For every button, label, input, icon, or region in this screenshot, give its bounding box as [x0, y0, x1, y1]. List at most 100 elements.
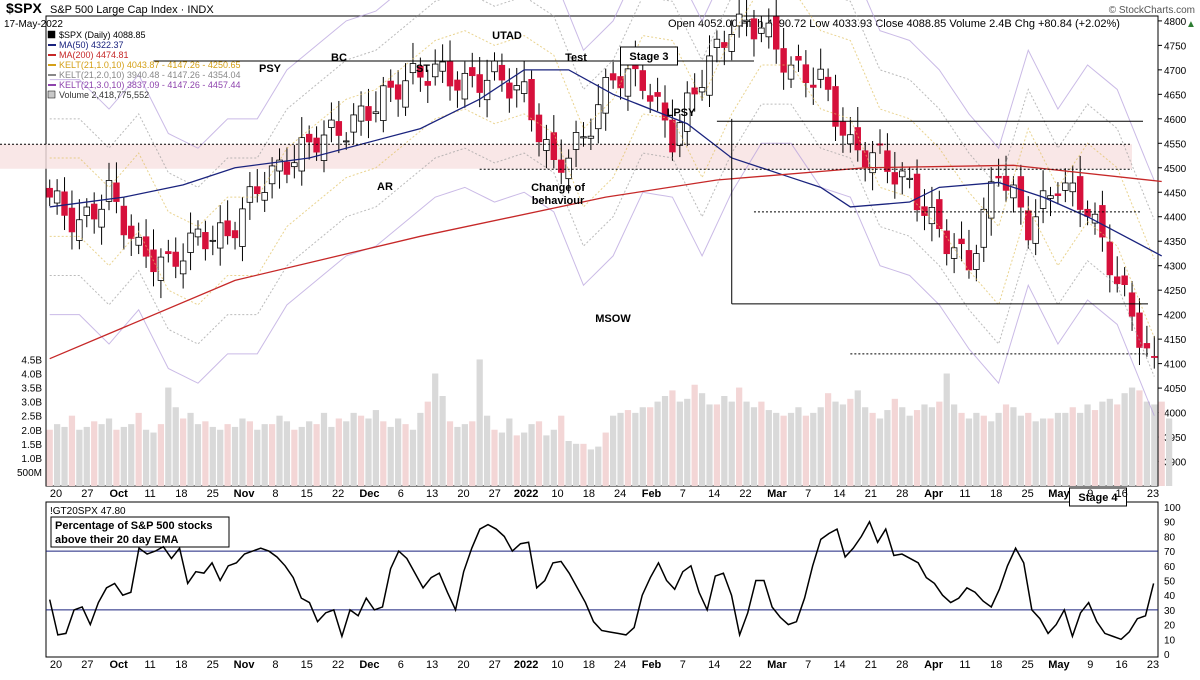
volume-bar — [1099, 401, 1106, 486]
annotation-label: LPSY — [667, 107, 696, 119]
annotation-label: ST — [416, 63, 430, 75]
candle-body — [520, 81, 528, 94]
indicator-title: above their 20 day EMA — [55, 534, 179, 546]
candle-body — [684, 92, 691, 132]
volume-bar — [550, 429, 557, 486]
volume-bar — [713, 404, 721, 486]
volume-bar — [217, 429, 224, 486]
volume-bar — [535, 421, 543, 486]
volume-bar — [572, 443, 580, 486]
volume-bar — [461, 424, 468, 486]
x-tick-label: 18 — [175, 488, 187, 500]
price-tick-label: 4400 — [1164, 213, 1187, 224]
candle-body — [1136, 312, 1143, 348]
candle-body — [772, 16, 780, 50]
indicator-tick-label: 100 — [1164, 503, 1181, 514]
volume-bar — [899, 407, 906, 486]
volume-bar — [862, 407, 869, 486]
volume-bar — [313, 424, 320, 486]
volume-bar — [343, 421, 350, 486]
x-tick-label: 20 — [457, 488, 469, 500]
volume-bar — [602, 432, 609, 486]
x-tick-label: 14 — [833, 659, 845, 671]
price-tick-label: 4250 — [1164, 286, 1187, 297]
volume-bar — [824, 393, 832, 486]
volume-bar — [587, 449, 594, 486]
candle-body — [394, 84, 402, 100]
volume-bar — [780, 415, 787, 486]
x-tick-label: Feb — [642, 659, 662, 671]
price-tick-label: 4750 — [1164, 41, 1187, 52]
candle-body — [550, 132, 558, 160]
candle-body — [76, 219, 83, 241]
annotation-box — [1069, 487, 1127, 507]
volume-bar — [1002, 404, 1010, 486]
volume-bar — [261, 424, 268, 486]
candle-body — [135, 236, 142, 246]
volume-bar — [832, 401, 839, 486]
candle-body — [995, 175, 1002, 179]
candle-body — [839, 121, 847, 136]
volume-bar — [558, 415, 565, 486]
volume-bar — [483, 415, 491, 486]
volume-bar — [1121, 393, 1128, 486]
x-tick-label: 27 — [489, 488, 501, 500]
price-panel-frame — [45, 15, 1159, 487]
candle-body — [854, 127, 861, 151]
volume-bar — [1114, 404, 1121, 486]
volume-bar — [135, 412, 142, 486]
volume-bar — [276, 415, 283, 486]
volume-bar — [1128, 387, 1136, 486]
volume-bar — [817, 407, 824, 486]
candle-body — [261, 192, 268, 201]
candle-body — [921, 206, 928, 216]
candle-body — [787, 64, 795, 80]
volume-bar — [1158, 401, 1165, 486]
candle-body — [513, 85, 520, 91]
candle-body — [824, 76, 832, 90]
candle-body — [454, 79, 461, 91]
volume-bar — [157, 424, 165, 486]
x-tick-label: 18 — [990, 488, 1002, 500]
x-tick-label: Nov — [234, 488, 256, 500]
candle-body — [528, 79, 535, 121]
candle-body — [802, 64, 810, 84]
price-tick-label: 3900 — [1164, 458, 1187, 469]
x-tick-label: Nov — [234, 659, 256, 671]
volume-bar — [224, 424, 231, 486]
candle-body — [224, 220, 231, 237]
x-tick-label: 20 — [50, 488, 62, 500]
candle-body — [209, 239, 217, 242]
price-tick-label: 4550 — [1164, 139, 1187, 150]
candle-body — [580, 136, 587, 139]
x-tick-label: 13 — [426, 488, 438, 500]
candle-body — [283, 161, 291, 175]
volume-bar — [743, 401, 750, 486]
x-tick-label: 16 — [1116, 488, 1128, 500]
x-tick-label: Apr — [924, 659, 944, 671]
volume-bar — [610, 415, 617, 486]
candle-body — [884, 150, 891, 172]
candle-body — [817, 68, 824, 80]
volume-bar — [884, 410, 891, 486]
x-tick-label: Mar — [767, 488, 787, 500]
legend-swatch — [47, 30, 56, 39]
candle-body — [409, 63, 417, 74]
candle-body — [928, 207, 936, 225]
volume-bar — [180, 418, 187, 486]
candle-body — [1039, 190, 1047, 209]
volume-bar — [891, 398, 898, 486]
volume-bar — [1143, 401, 1150, 486]
candle-body — [1076, 176, 1084, 210]
x-tick-label: 25 — [1022, 488, 1034, 500]
x-tick-label: 11 — [959, 659, 970, 671]
candle-body — [535, 114, 543, 143]
candle-body — [973, 253, 980, 270]
candle-body — [254, 186, 261, 195]
candle-body — [68, 207, 76, 233]
candle-body — [120, 205, 128, 236]
volume-bar — [128, 424, 135, 486]
candle-body — [1114, 276, 1121, 285]
volume-tick-label: 1.0B — [21, 454, 42, 465]
volume-bar — [669, 390, 676, 486]
